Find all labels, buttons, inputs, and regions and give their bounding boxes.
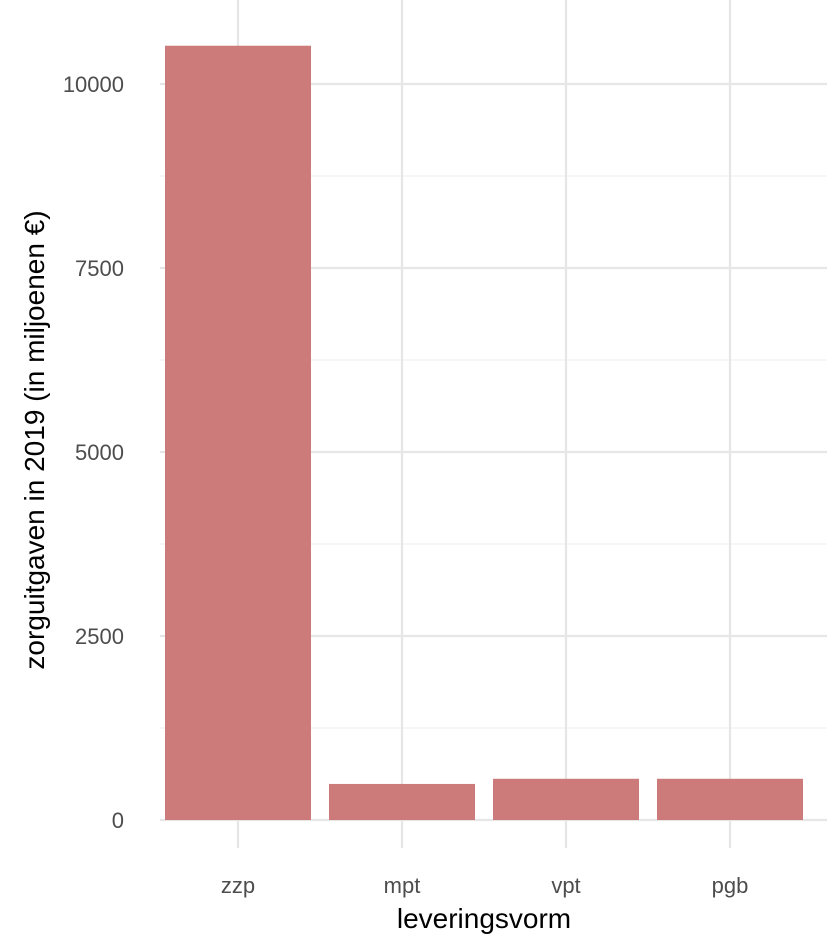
y-tick-label: 5000 [75, 440, 124, 465]
y-tick-label: 10000 [63, 72, 124, 97]
x-tick-label: mpt [384, 873, 421, 898]
x-axis-title: leveringsvorm [397, 903, 571, 934]
bar-mpt [329, 783, 475, 820]
bar-zzp [165, 45, 311, 820]
x-tick-label: vpt [551, 873, 580, 898]
y-tick-label: 2500 [75, 624, 124, 649]
x-tick-label: zzp [221, 873, 255, 898]
bars [165, 45, 803, 820]
bar-vpt [493, 778, 639, 820]
y-axis-title: zorguitgaven in 2019 (in miljoenen €) [19, 210, 50, 669]
y-tick-label: 7500 [75, 256, 124, 281]
bar-pgb [657, 778, 803, 820]
x-tick-label: pgb [712, 873, 749, 898]
y-axis-ticks: 0 2500 5000 7500 10000 [63, 72, 124, 833]
x-axis-ticks: zzp mpt vpt pgb [221, 873, 748, 898]
y-tick-label: 0 [112, 808, 124, 833]
